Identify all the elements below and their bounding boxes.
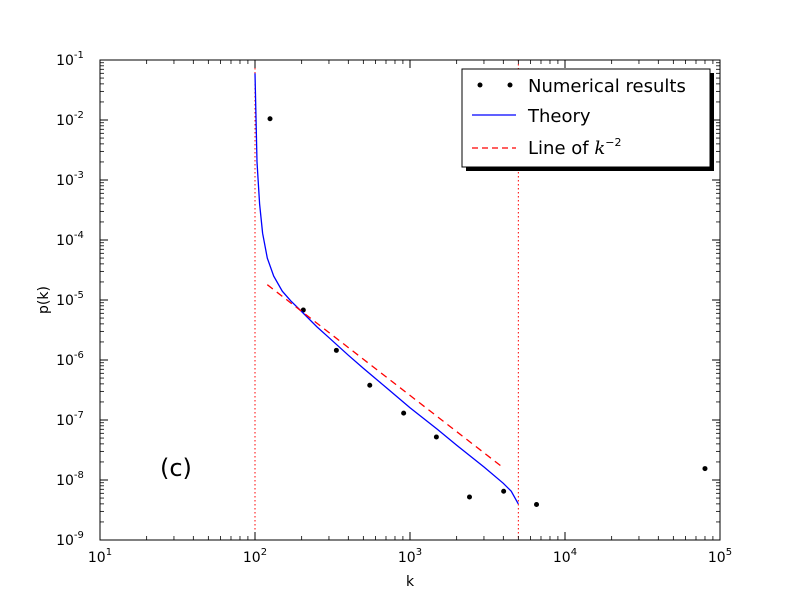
legend-dot-marker (477, 82, 483, 88)
y-tick-label: 10-6 (56, 350, 84, 369)
data-point (702, 466, 708, 472)
y-tick-label: 10-1 (56, 50, 84, 69)
k-minus-2-line (266, 284, 504, 469)
legend-dot-marker (507, 82, 513, 88)
x-tick-label: 103 (398, 547, 422, 566)
x-tick-label: 105 (708, 547, 732, 566)
data-point (267, 116, 273, 122)
x-tick-label: 101 (88, 547, 112, 566)
legend-label-k2: Line of k−2 (528, 136, 621, 159)
legend: Numerical results Theory Line of k−2 (461, 68, 714, 171)
y-tick-label: 10-4 (56, 230, 84, 249)
data-point (433, 434, 439, 440)
data-point (466, 494, 472, 500)
data-point (534, 502, 540, 508)
legend-label-k2-prefix: Line of (528, 138, 594, 159)
y-tick-label: 10-9 (56, 530, 84, 549)
series-layer (254, 73, 708, 508)
y-tick-label: 10-2 (56, 110, 84, 129)
legend-label-k2-base: k (594, 138, 605, 159)
y-axis-label: p(k) (36, 286, 52, 314)
x-tick-labels: 101 102 103 104 105 (88, 547, 732, 566)
legend-label-k2-exp: −2 (605, 136, 621, 149)
panel-annotation: (c) (160, 454, 192, 482)
y-tick-labels: 10-9 10-8 10-7 10-6 10-5 10-4 10-3 10-2 10-1 (56, 50, 84, 549)
data-point (333, 347, 339, 353)
legend-label-numerical: Numerical results (528, 76, 686, 97)
y-tick-label: 10-3 (56, 170, 84, 189)
axis-ticks (99, 59, 721, 541)
data-point (501, 488, 507, 494)
theory-curve (254, 73, 519, 505)
x-axis-label: k (406, 574, 415, 590)
data-point (367, 382, 373, 388)
y-tick-label: 10-7 (56, 410, 84, 429)
plot-frame (99, 59, 721, 541)
x-tick-label: 102 (243, 547, 267, 566)
legend-box (461, 68, 711, 168)
legend-label-theory: Theory (527, 106, 591, 127)
y-tick-label: 10-5 (56, 290, 84, 309)
x-tick-label: 104 (553, 547, 577, 566)
data-point (401, 410, 407, 416)
y-tick-label: 10-8 (56, 470, 84, 489)
